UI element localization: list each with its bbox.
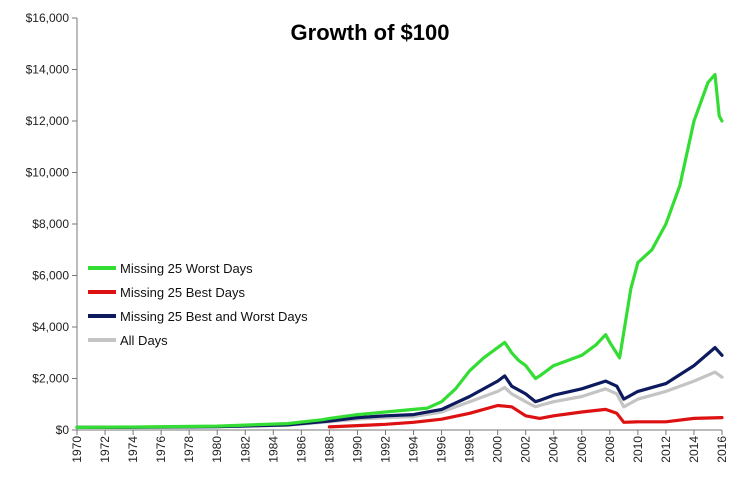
x-tick-label: 2008	[603, 436, 617, 463]
x-tick-label: 2004	[547, 436, 561, 463]
x-tick-label: 2016	[715, 436, 729, 463]
y-tick-label: $14,000	[26, 63, 70, 77]
x-tick-label: 2002	[519, 436, 533, 463]
y-tick-label: $6,000	[32, 269, 69, 283]
legend-entry: All Days	[120, 333, 168, 348]
series-line-2	[75, 346, 724, 429]
x-tick-label: 1992	[378, 436, 392, 463]
x-tick-label: 2006	[575, 436, 589, 463]
y-tick-label: $2,000	[32, 372, 69, 386]
x-tick-label: 1994	[407, 436, 421, 463]
y-tick-label: $8,000	[32, 217, 69, 231]
x-tick-label: 1986	[294, 436, 308, 463]
legend-entry: Missing 25 Best and Worst Days	[120, 309, 308, 324]
x-tick-label: 2014	[687, 436, 701, 463]
y-tick-label: $0	[56, 423, 70, 437]
series-line-1	[327, 403, 724, 429]
y-tick-label: $10,000	[26, 166, 70, 180]
x-tick-label: 1978	[182, 436, 196, 463]
x-tick-label: 2010	[631, 436, 645, 463]
series-layer	[75, 72, 724, 429]
x-tick-label: 1990	[350, 436, 364, 463]
y-tick-label: $16,000	[26, 11, 70, 25]
y-tick-label: $12,000	[26, 114, 70, 128]
x-tick-label: 1984	[266, 436, 280, 463]
legend: Missing 25 Worst Days Missing 25 Best Day…	[88, 261, 308, 348]
x-tick-label: 1998	[463, 436, 477, 463]
series-line-0	[75, 72, 724, 429]
x-tick-label: 1988	[322, 436, 336, 463]
chart-title: Growth of $100	[291, 20, 450, 45]
x-tick-label: 1982	[238, 436, 252, 463]
legend-entry: Missing 25 Worst Days	[120, 261, 253, 276]
x-tick-label: 1996	[435, 436, 449, 463]
x-tick-label: 1972	[98, 436, 112, 463]
x-tick-label: 1976	[154, 436, 168, 463]
x-tick-label: 1980	[210, 436, 224, 463]
x-tick-label: 1974	[126, 436, 140, 463]
axes: $0 $2,000 $4,000 $6,000 $8,000 $10,000 $12,000…	[26, 11, 729, 463]
x-tick-label: 1970	[70, 436, 84, 463]
x-tick-label: 2012	[659, 436, 673, 463]
x-tick-label: 2000	[491, 436, 505, 463]
legend-entry: Missing 25 Best Days	[120, 285, 245, 300]
y-tick-label: $4,000	[32, 320, 69, 334]
